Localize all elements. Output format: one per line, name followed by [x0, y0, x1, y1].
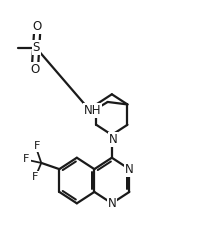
Text: F: F	[32, 172, 38, 182]
Text: N: N	[108, 197, 116, 210]
Text: N: N	[109, 133, 117, 146]
Text: F: F	[34, 141, 40, 151]
Text: O: O	[33, 20, 42, 33]
Text: S: S	[32, 41, 40, 54]
Text: N: N	[125, 163, 134, 176]
Text: F: F	[23, 154, 30, 164]
Text: NH: NH	[84, 104, 101, 117]
Text: O: O	[30, 63, 40, 76]
